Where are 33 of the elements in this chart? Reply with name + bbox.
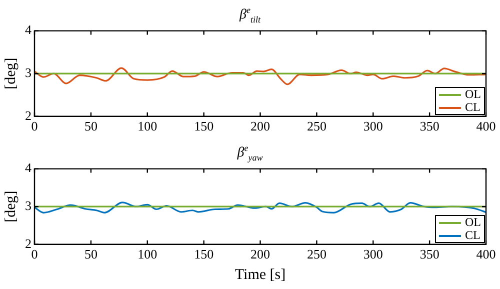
x-tick-label: 250 (306, 118, 326, 134)
y-axis-title: [deg] (2, 58, 19, 90)
x-tick-label: 200 (250, 246, 270, 262)
legend-label: OL (465, 215, 481, 230)
x-tick-label: 100 (138, 246, 158, 262)
x-tick-label: 200 (250, 118, 270, 134)
legend-label: CL (465, 228, 480, 244)
x-tick-label: 400 (476, 246, 496, 262)
x-tick-label: 50 (84, 246, 98, 262)
legend-label: OL (465, 87, 481, 102)
x-tick-label: 350 (420, 246, 440, 262)
y-tick-label: 2 (25, 108, 32, 123)
x-tick-label: 250 (306, 246, 326, 262)
y-tick-label: 3 (25, 198, 32, 214)
y-tick-label: 2 (25, 236, 32, 251)
x-tick-label: 0 (31, 246, 38, 262)
y-tick-label: 4 (25, 160, 32, 176)
y-tick-label: 4 (25, 22, 32, 38)
x-tick-label: 50 (84, 118, 98, 134)
y-tick-label: 3 (25, 65, 32, 80)
x-tick-label: 350 (420, 118, 440, 134)
x-tick-label: 150 (194, 118, 214, 134)
line-series (34, 202, 487, 214)
x-axis-title: Time [s] (234, 266, 286, 283)
y-axis-title: [deg] (2, 190, 19, 222)
x-tick-label: 400 (476, 118, 496, 134)
x-tick-label: 100 (138, 118, 158, 134)
line-series (34, 67, 487, 86)
x-tick-label: 0 (31, 118, 38, 134)
x-tick-label: 150 (194, 246, 214, 262)
x-tick-label: 300 (363, 118, 383, 134)
x-tick-label: 300 (363, 246, 383, 262)
legend-label: CL (465, 100, 480, 116)
